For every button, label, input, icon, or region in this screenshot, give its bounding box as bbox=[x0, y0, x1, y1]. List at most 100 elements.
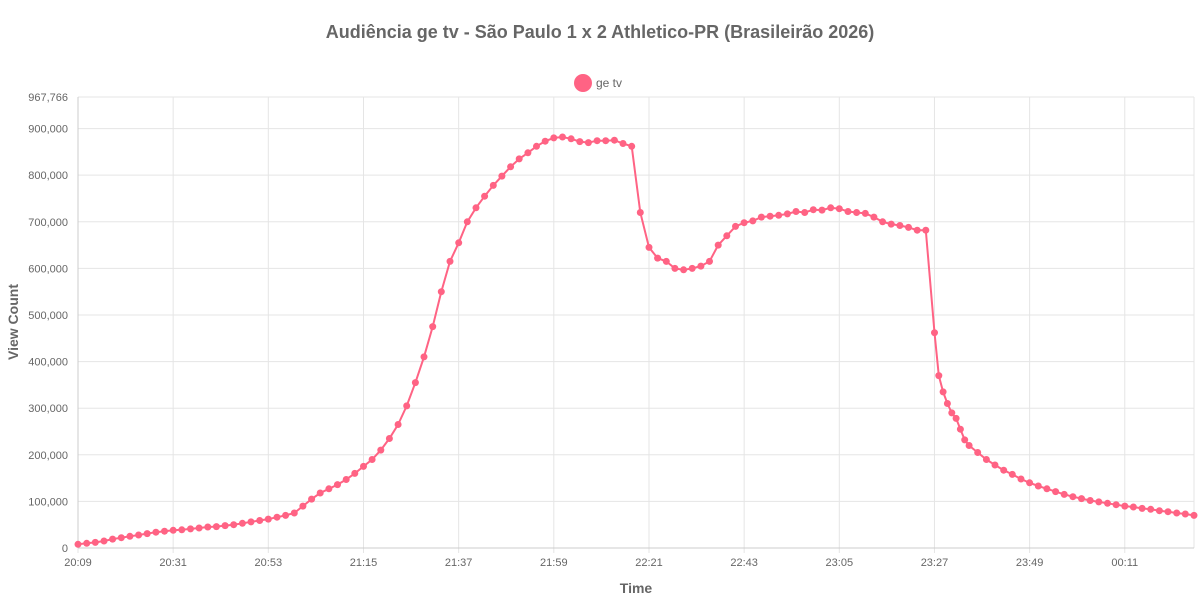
data-point[interactable] bbox=[809, 206, 817, 214]
data-point[interactable] bbox=[740, 219, 748, 227]
data-point[interactable] bbox=[1181, 510, 1189, 518]
data-point[interactable] bbox=[169, 526, 177, 534]
data-point[interactable] bbox=[83, 539, 91, 547]
data-point[interactable] bbox=[792, 208, 800, 215]
data-point[interactable] bbox=[943, 400, 951, 407]
data-point[interactable] bbox=[446, 257, 454, 265]
data-point[interactable] bbox=[212, 523, 220, 531]
data-point[interactable] bbox=[1017, 475, 1025, 483]
data-point[interactable] bbox=[429, 323, 437, 331]
data-point[interactable] bbox=[801, 209, 809, 216]
data-point[interactable] bbox=[1190, 511, 1198, 519]
data-point[interactable] bbox=[584, 139, 592, 147]
data-point[interactable] bbox=[861, 209, 869, 217]
data-point[interactable] bbox=[368, 456, 376, 463]
data-point[interactable] bbox=[316, 489, 324, 497]
data-point[interactable] bbox=[238, 519, 246, 527]
data-point[interactable] bbox=[351, 469, 359, 477]
data-point[interactable] bbox=[1069, 493, 1077, 501]
data-point[interactable] bbox=[706, 257, 713, 265]
data-point[interactable] bbox=[377, 446, 385, 454]
data-point[interactable] bbox=[204, 523, 212, 531]
data-point[interactable] bbox=[818, 206, 826, 214]
data-point[interactable] bbox=[533, 142, 540, 150]
data-point[interactable] bbox=[965, 442, 973, 449]
data-point[interactable] bbox=[749, 217, 757, 225]
data-point[interactable] bbox=[334, 481, 341, 489]
data-point[interactable] bbox=[342, 476, 350, 483]
data-point[interactable] bbox=[991, 461, 999, 469]
data-point[interactable] bbox=[481, 192, 489, 200]
data-point[interactable] bbox=[1138, 504, 1146, 512]
data-point[interactable] bbox=[1008, 470, 1016, 478]
data-point[interactable] bbox=[961, 436, 969, 444]
data-point[interactable] bbox=[498, 172, 506, 180]
data-point[interactable] bbox=[385, 435, 393, 442]
data-point[interactable] bbox=[982, 456, 990, 463]
data-point[interactable] bbox=[109, 535, 117, 543]
data-point[interactable] bbox=[913, 226, 921, 234]
data-point[interactable] bbox=[135, 531, 143, 539]
data-point[interactable] bbox=[654, 254, 662, 262]
data-point[interactable] bbox=[472, 204, 480, 212]
data-point[interactable] bbox=[879, 218, 887, 226]
data-point[interactable] bbox=[1095, 498, 1103, 506]
data-point[interactable] bbox=[360, 462, 367, 470]
data-point[interactable] bbox=[956, 425, 964, 433]
data-point[interactable] bbox=[507, 163, 515, 171]
data-point[interactable] bbox=[126, 532, 134, 540]
data-point[interactable] bbox=[411, 379, 419, 387]
data-point[interactable] bbox=[541, 137, 549, 145]
data-point[interactable] bbox=[489, 181, 497, 189]
data-point[interactable] bbox=[619, 140, 627, 147]
data-point[interactable] bbox=[783, 210, 791, 218]
data-point[interactable] bbox=[420, 353, 428, 361]
data-point[interactable] bbox=[1078, 495, 1085, 503]
data-point[interactable] bbox=[593, 137, 601, 145]
legend-label-ge-tv[interactable]: ge tv bbox=[596, 76, 622, 90]
data-point[interactable] bbox=[948, 409, 956, 417]
data-point[interactable] bbox=[905, 223, 912, 231]
data-point[interactable] bbox=[1043, 485, 1051, 493]
data-point[interactable] bbox=[74, 540, 82, 548]
data-point[interactable] bbox=[853, 209, 861, 216]
data-point[interactable] bbox=[714, 241, 722, 249]
data-point[interactable] bbox=[827, 204, 835, 212]
legend-marker-ge-tv[interactable] bbox=[574, 74, 592, 92]
data-point[interactable] bbox=[835, 205, 843, 213]
data-point[interactable] bbox=[463, 218, 471, 226]
data-point[interactable] bbox=[931, 329, 938, 337]
data-point[interactable] bbox=[117, 534, 125, 542]
data-point[interactable] bbox=[1147, 505, 1155, 513]
data-point[interactable] bbox=[1155, 507, 1163, 515]
data-point[interactable] bbox=[308, 495, 316, 503]
data-point[interactable] bbox=[697, 262, 705, 270]
data-point[interactable] bbox=[161, 527, 168, 535]
data-point[interactable] bbox=[515, 155, 523, 163]
data-point[interactable] bbox=[325, 485, 333, 493]
data-point[interactable] bbox=[1112, 501, 1120, 509]
data-point[interactable] bbox=[1034, 482, 1042, 490]
data-point[interactable] bbox=[723, 232, 731, 240]
data-point[interactable] bbox=[230, 521, 238, 529]
data-point[interactable] bbox=[671, 264, 679, 272]
data-point[interactable] bbox=[187, 525, 194, 533]
data-point[interactable] bbox=[576, 138, 584, 146]
data-point[interactable] bbox=[1129, 503, 1137, 511]
data-point[interactable] bbox=[143, 530, 151, 538]
data-point[interactable] bbox=[152, 528, 160, 536]
data-point[interactable] bbox=[662, 257, 670, 265]
data-point[interactable] bbox=[757, 213, 765, 221]
data-point[interactable] bbox=[645, 243, 653, 251]
data-point[interactable] bbox=[299, 502, 307, 510]
data-point[interactable] bbox=[178, 526, 186, 534]
data-point[interactable] bbox=[437, 288, 445, 296]
data-point[interactable] bbox=[256, 517, 264, 524]
data-point[interactable] bbox=[602, 137, 610, 145]
data-point[interactable] bbox=[952, 414, 960, 422]
data-point[interactable] bbox=[290, 509, 298, 517]
data-point[interactable] bbox=[1000, 466, 1008, 474]
data-point[interactable] bbox=[1173, 509, 1181, 517]
data-point[interactable] bbox=[1060, 490, 1068, 498]
data-point[interactable] bbox=[974, 449, 982, 456]
